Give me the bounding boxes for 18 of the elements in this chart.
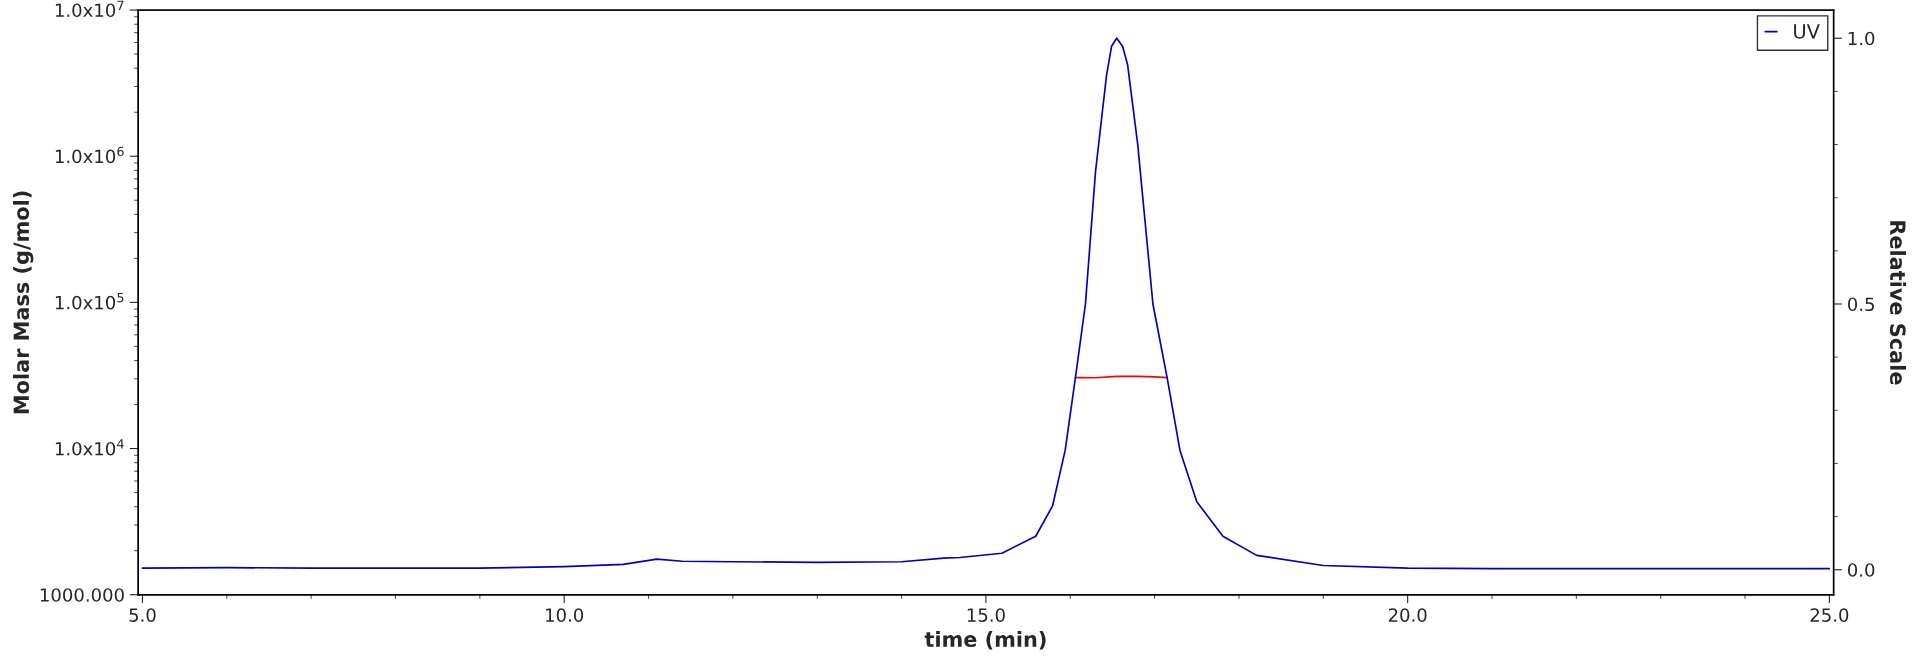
x-tick-label: 20.0	[1388, 608, 1427, 622]
x-tick-label: 5.0	[129, 608, 156, 622]
y-tick-label: 1.0x10$^{4}$	[55, 439, 124, 456]
y-tick-label: 1.0x10$^{7}$	[55, 0, 124, 18]
x-axis-title: time (min)	[924, 630, 1046, 650]
line-series	[141, 37, 1831, 570]
y-tick-label: 1000.000	[40, 588, 124, 602]
x-tick-label: 15.0	[967, 608, 1005, 622]
legend-label: UV	[1794, 24, 1820, 39]
y-axis-title: Molar Mass (g/mol)	[13, 191, 34, 414]
y2-tick-label: 0.0	[1847, 563, 1875, 577]
x-tick-label: 25.0	[1810, 608, 1849, 622]
y-tick-label: 1.0x10$^{6}$	[55, 146, 124, 164]
y2-axis-title: Relative Scale	[1889, 221, 1907, 385]
y-tick-label: 1.0x10$^{5}$	[55, 293, 124, 310]
y2-tick-label: 1.0	[1848, 31, 1875, 46]
y2-tick-label: 0.5	[1847, 297, 1874, 312]
x-tick-label: 10.0	[546, 608, 584, 622]
